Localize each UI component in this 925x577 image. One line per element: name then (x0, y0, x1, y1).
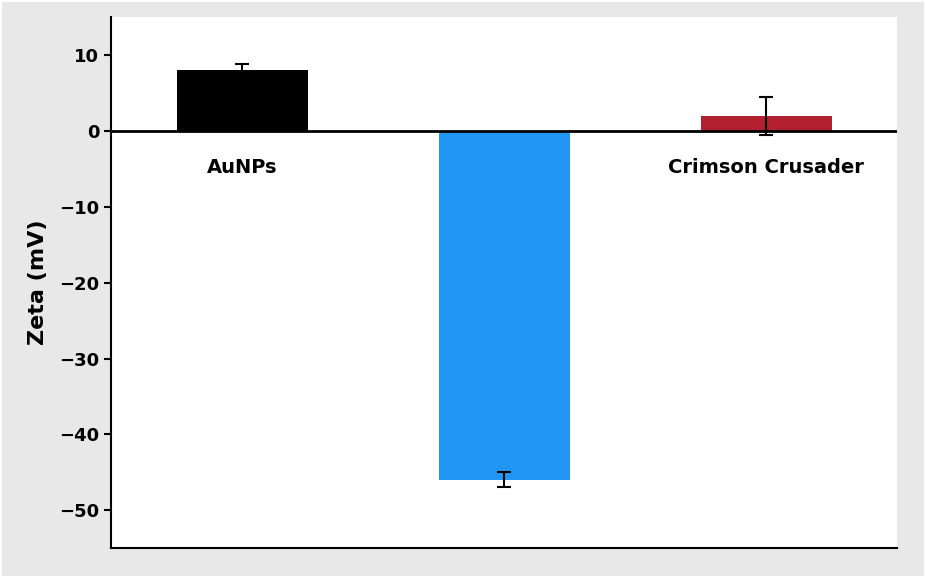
Text: Crimson Crusader: Crimson Crusader (668, 158, 864, 177)
Y-axis label: Zeta (mV): Zeta (mV) (28, 220, 48, 346)
Text: Pink1-mtKR: Pink1-mtKR (439, 158, 569, 177)
Bar (438, 131, 570, 480)
Bar (701, 116, 832, 131)
Text: AuNPs: AuNPs (207, 158, 278, 177)
Bar (177, 70, 307, 131)
